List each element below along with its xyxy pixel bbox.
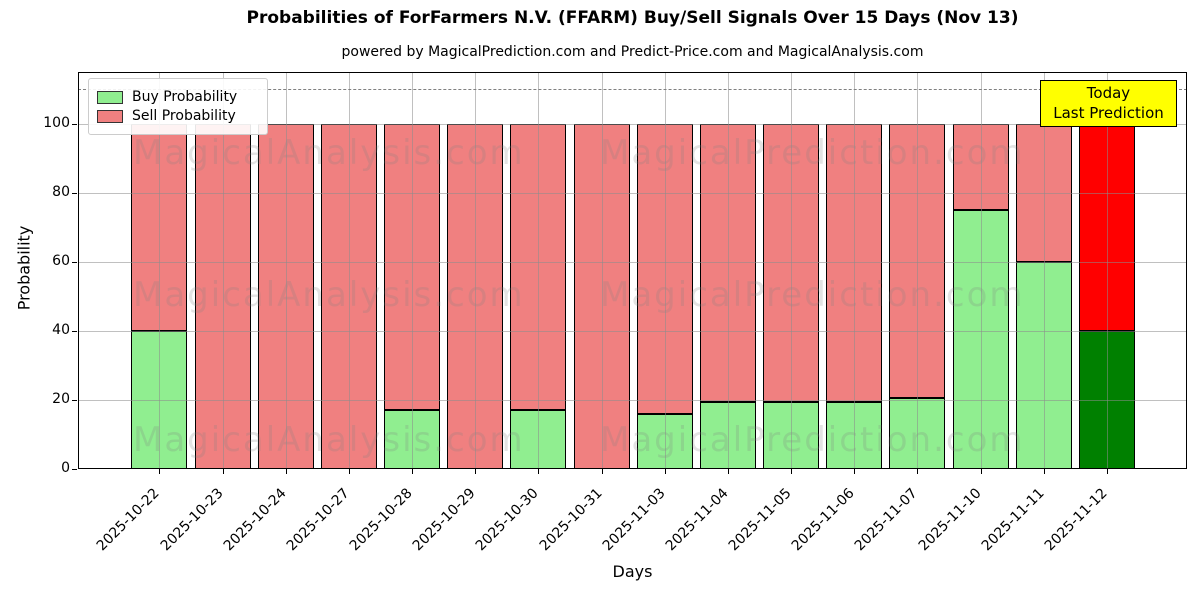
x-tick-2025-10-30 [538, 469, 540, 474]
bar-2025-11-11-sell-segment [1015, 123, 1072, 262]
x-tick-2025-11-03 [664, 469, 666, 474]
y-tick-label-20: 20 [52, 390, 70, 407]
x-tick-label-2025-10-30: 2025-10-30 [473, 485, 543, 555]
y-tick-60 [72, 261, 77, 263]
bar-2025-11-06-buy-segment [826, 401, 883, 469]
x-tick-2025-11-04 [727, 469, 729, 474]
x-tick-label-2025-10-27: 2025-10-27 [283, 485, 353, 555]
x-tick-2025-10-27 [348, 469, 350, 474]
y-tick-label-100: 100 [43, 114, 70, 131]
bar-2025-11-04-sell-segment [699, 123, 756, 402]
bar-2025-10-31-sell-segment [573, 123, 630, 469]
y-tick-80 [72, 192, 77, 194]
today-annotation-line2: Last Prediction [1053, 104, 1164, 123]
chart-subtitle: powered by MagicalPrediction.com and Pre… [341, 44, 924, 60]
x-tick-label-2025-11-04: 2025-11-04 [662, 485, 732, 555]
bar-2025-10-23-sell-segment [194, 123, 251, 469]
legend-label-sell: Sell Probability [132, 108, 236, 124]
x-tick-2025-11-12 [1106, 469, 1108, 474]
chart-title: Probabilities of ForFarmers N.V. (FFARM)… [246, 8, 1019, 28]
buy-swatch-icon [97, 90, 123, 104]
bar-2025-11-10-buy-segment [952, 210, 1009, 469]
x-tick-label-2025-11-07: 2025-11-07 [852, 485, 922, 555]
bar-2025-11-05-sell-segment [763, 123, 820, 402]
x-tick-2025-10-24 [285, 469, 287, 474]
x-tick-2025-10-23 [222, 469, 224, 474]
y-tick-100 [72, 123, 77, 125]
x-tick-label-2025-10-24: 2025-10-24 [220, 485, 290, 555]
x-tick-label-2025-11-10: 2025-11-10 [915, 485, 985, 555]
bar-2025-10-24-sell-segment [257, 123, 314, 469]
y-tick-label-0: 0 [61, 460, 70, 476]
bar-2025-10-30-sell-segment [510, 123, 567, 411]
x-tick-label-2025-10-29: 2025-10-29 [410, 485, 479, 555]
x-tick-label-2025-10-23: 2025-10-23 [157, 485, 227, 555]
bar-2025-10-28-sell-segment [384, 123, 441, 411]
bar-2025-11-12-buy-segment [1078, 330, 1135, 469]
x-axis-label: Days [612, 562, 653, 581]
x-tick-2025-10-29 [475, 469, 477, 474]
y-tick-label-40: 40 [52, 321, 70, 338]
x-tick-2025-11-10 [980, 469, 982, 474]
y-tick-label-60: 60 [52, 252, 70, 269]
bar-2025-10-27-sell-segment [320, 123, 377, 469]
y-tick-20 [72, 399, 77, 401]
x-tick-label-2025-11-12: 2025-11-12 [1041, 485, 1111, 555]
bar-2025-11-07-buy-segment [889, 398, 946, 469]
bar-2025-11-11-buy-segment [1015, 261, 1072, 469]
today-annotation-line1: Today [1086, 84, 1131, 102]
x-tick-2025-10-31 [601, 469, 603, 474]
today-annotation: Today Last Prediction [1040, 80, 1177, 127]
x-tick-2025-11-05 [791, 469, 793, 474]
bar-2025-11-04-buy-segment [699, 401, 756, 469]
x-tick-2025-11-07 [917, 469, 919, 474]
y-tick-40 [72, 330, 77, 332]
bar-2025-10-29-sell-segment [447, 123, 504, 469]
x-tick-label-2025-11-03: 2025-11-03 [599, 485, 669, 555]
x-tick-label-2025-11-06: 2025-11-06 [789, 485, 858, 555]
bar-2025-10-30-buy-segment [510, 410, 567, 469]
bar-2025-11-05-buy-segment [763, 401, 820, 469]
sell-swatch-icon [97, 109, 123, 123]
bar-2025-11-12-sell-segment [1078, 123, 1135, 331]
bar-2025-10-28-buy-segment [384, 410, 441, 469]
legend-item-sell: Sell Probability [97, 108, 257, 124]
bar-2025-10-22-buy-segment [131, 330, 188, 469]
bar-2025-11-03-sell-segment [636, 123, 693, 414]
x-tick-2025-10-28 [412, 469, 414, 474]
y-tick-label-80: 80 [52, 183, 70, 200]
x-tick-2025-10-22 [159, 469, 161, 474]
y-tick-0 [72, 469, 77, 470]
x-tick-2025-11-11 [1043, 469, 1045, 474]
bar-2025-10-22-sell-segment [131, 123, 188, 331]
legend-label-buy: Buy Probability [132, 89, 238, 105]
bar-2025-11-06-sell-segment [826, 123, 883, 402]
bar-2025-11-07-sell-segment [889, 123, 946, 399]
x-tick-label-2025-11-11: 2025-11-11 [978, 485, 1048, 555]
x-tick-label-2025-10-28: 2025-10-28 [346, 485, 416, 555]
legend: Buy Probability Sell Probability [88, 78, 268, 135]
x-tick-label-2025-10-31: 2025-10-31 [536, 485, 606, 555]
x-tick-label-2025-10-22: 2025-10-22 [94, 485, 164, 555]
x-tick-label-2025-11-05: 2025-11-05 [725, 485, 795, 555]
bar-2025-11-03-buy-segment [636, 413, 693, 469]
legend-item-buy: Buy Probability [97, 89, 257, 105]
x-tick-2025-11-06 [854, 469, 856, 474]
bar-2025-11-10-sell-segment [952, 123, 1009, 211]
